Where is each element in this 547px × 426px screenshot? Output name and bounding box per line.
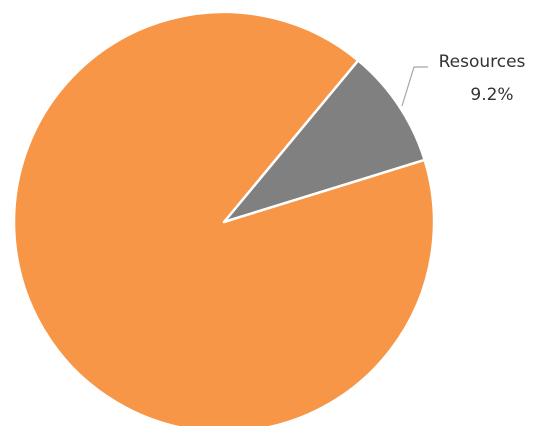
slice-label: Resources	[439, 52, 526, 72]
pie-slice	[222, 59, 426, 224]
slice-value-label: 9.2%	[470, 85, 513, 105]
pie-slice	[12, 10, 436, 426]
leader-line	[401, 66, 428, 107]
